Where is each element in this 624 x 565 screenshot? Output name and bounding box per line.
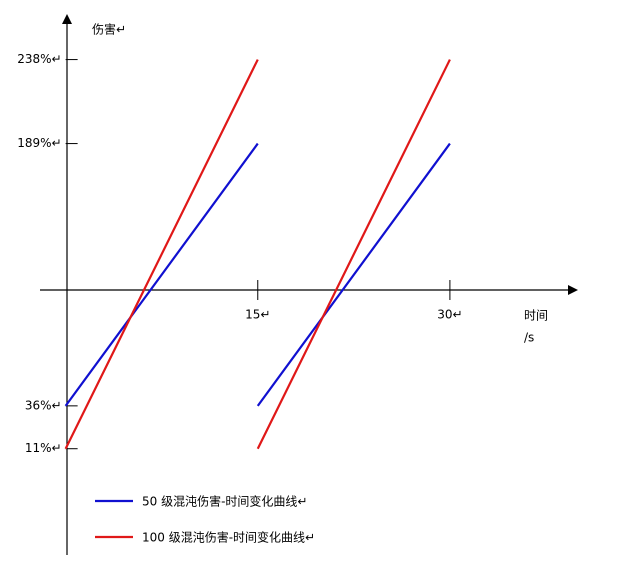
x-tick-label: 30↵ <box>437 308 462 322</box>
y-tick-label: 238%↵ <box>17 52 61 66</box>
y-tick-label: 36%↵ <box>25 398 62 412</box>
legend-label: 50 级混沌伤害-时间变化曲线↵ <box>142 494 307 509</box>
series-line <box>64 142 451 407</box>
y-tick-label: 11%↵ <box>25 441 62 455</box>
y-axis-arrow <box>62 14 72 24</box>
y-tick-label: 189%↵ <box>17 136 61 150</box>
series-line <box>64 59 451 450</box>
x-tick-label: 15↵ <box>245 308 270 322</box>
y-axis-label: 伤害↵ <box>92 22 126 37</box>
x-axis-label: 时间 <box>524 309 548 323</box>
x-axis-label: /s <box>524 331 534 345</box>
legend-label: 100 级混沌伤害-时间变化曲线↵ <box>142 530 315 545</box>
x-axis-arrow <box>568 285 578 295</box>
